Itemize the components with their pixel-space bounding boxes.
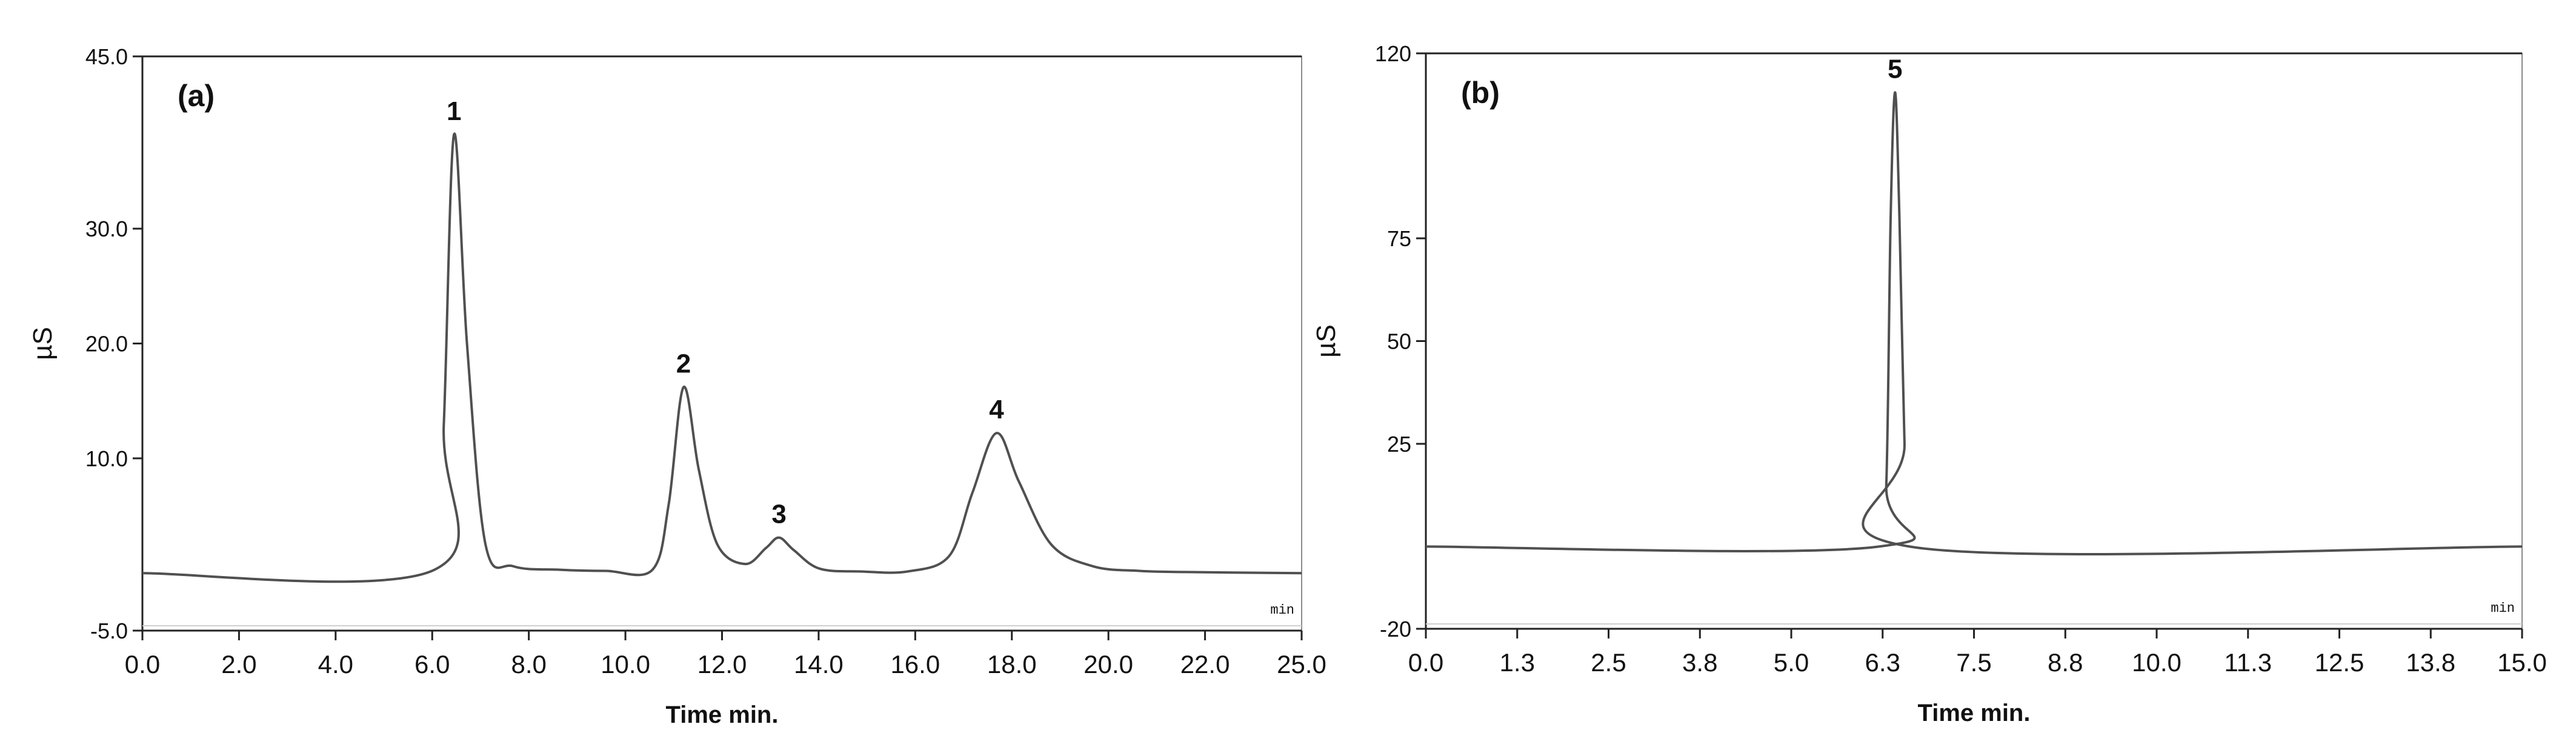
x-tick-label: 22.0 <box>1180 650 1230 679</box>
peak-label: 2 <box>676 349 691 378</box>
x-tick-label: 2.0 <box>221 650 256 679</box>
x-tick-label: 25.0 <box>1277 650 1326 679</box>
x-tick-label: 12.5 <box>2315 648 2365 677</box>
x-tick-label: 3.8 <box>1682 648 1717 677</box>
x-tick-label: 20.0 <box>1083 650 1133 679</box>
chromatogram-trace <box>1425 91 2523 555</box>
x-tick-label: 6.3 <box>1865 648 1900 677</box>
x-tick-label: 18.0 <box>987 650 1037 679</box>
panel-label: (b) <box>1461 76 1500 110</box>
peak-label: 4 <box>989 395 1004 424</box>
x-tick-label: 13.8 <box>2406 648 2455 677</box>
y-tick-label: 50 <box>1387 329 1411 354</box>
x-tick-label: 8.8 <box>2048 648 2083 677</box>
x-tick-label: 14.0 <box>794 650 844 679</box>
x-tick-label: 5.0 <box>1774 648 1809 677</box>
y-axis-title: µS <box>1311 324 1341 358</box>
y-tick-label: 120 <box>1375 41 1411 66</box>
y-tick-label: 30.0 <box>85 216 128 241</box>
unit-tag: min <box>1270 603 1294 618</box>
x-tick-label: 10.0 <box>601 650 650 679</box>
x-tick-label: 2.5 <box>1591 648 1626 677</box>
y-tick-label: -5.0 <box>90 618 128 643</box>
panel-label: (a) <box>178 79 215 113</box>
x-axis-title: Time min. <box>666 702 779 728</box>
peak-label: 3 <box>771 500 786 529</box>
y-tick-label: -20 <box>1380 617 1411 642</box>
y-tick-label: 75 <box>1387 226 1411 251</box>
x-tick-label: 16.0 <box>890 650 940 679</box>
x-tick-label: 7.5 <box>1956 648 1991 677</box>
x-tick-label: 0.0 <box>1408 648 1443 677</box>
y-tick-label: 20.0 <box>85 332 128 357</box>
x-tick-label: 1.3 <box>1500 648 1535 677</box>
x-tick-label: 15.0 <box>2497 648 2547 677</box>
x-tick-label: 12.0 <box>697 650 747 679</box>
y-tick-label: 25 <box>1387 432 1411 457</box>
plot-frame <box>1425 53 2523 629</box>
plot-frame <box>142 56 1302 631</box>
peak-label: 1 <box>447 96 461 126</box>
x-tick-label: 11.3 <box>2224 648 2272 677</box>
x-axis-title: Time min. <box>1918 700 2031 726</box>
y-tick-label: 10.0 <box>85 446 128 471</box>
y-axis-title: µS <box>28 327 58 360</box>
x-tick-label: 6.0 <box>414 650 450 679</box>
x-tick-label: 0.0 <box>125 650 160 679</box>
chart-panel-a: 0.0 2.0 4.0 6.0 8.0 10.0 12.0 14.0 16.0 18.0 20.0 2… <box>28 44 1326 728</box>
x-tick-label: 4.0 <box>318 650 353 679</box>
peak-label: 5 <box>1888 54 1902 84</box>
chromatogram-trace <box>142 132 1302 583</box>
unit-tag: min <box>2491 601 2515 616</box>
chart-panel-b: 0.0 1.3 2.5 3.8 5.0 6.3 7.5 8.8 10.0 11.3 12.5 13.8… <box>1311 41 2547 726</box>
x-tick-label: 10.0 <box>2132 648 2182 677</box>
x-tick-label: 8.0 <box>511 650 546 679</box>
y-tick-label: 45.0 <box>85 44 128 69</box>
